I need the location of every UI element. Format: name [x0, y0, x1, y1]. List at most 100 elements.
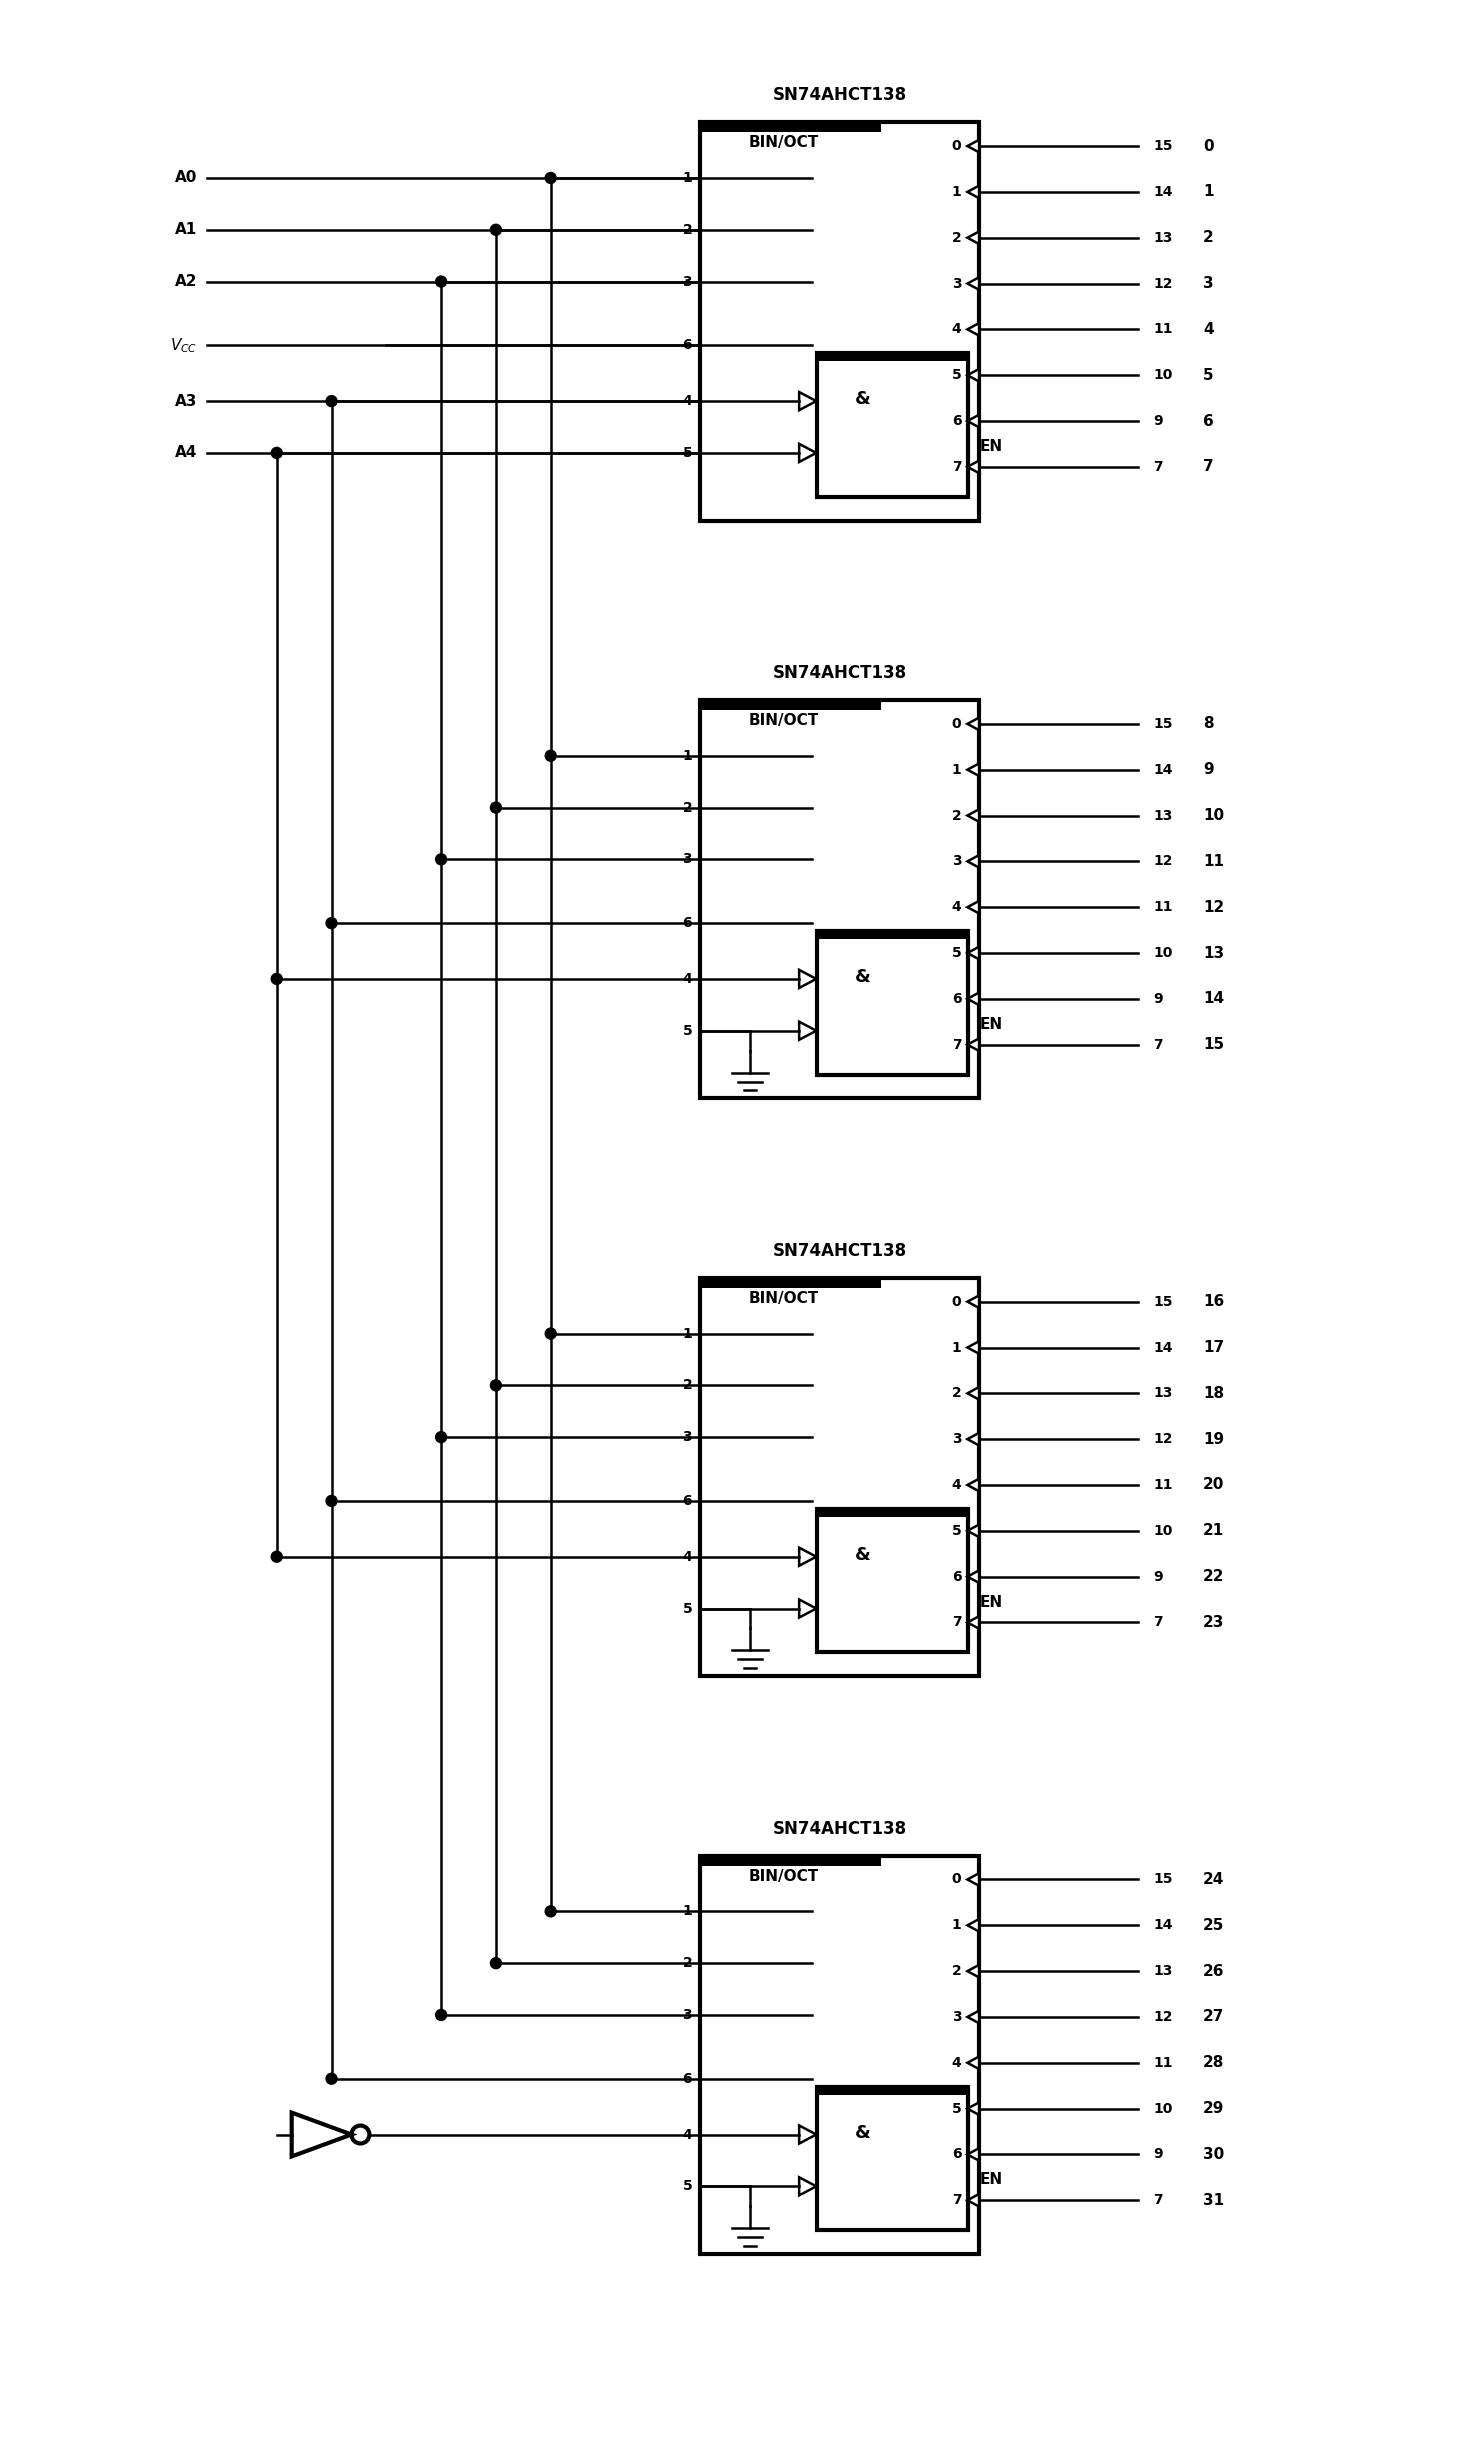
Text: 0: 0	[1203, 139, 1213, 154]
Bar	[700, 1855, 978, 2255]
Text: 7: 7	[1203, 458, 1213, 475]
Bar	[700, 1278, 882, 1287]
Polygon shape	[967, 1039, 978, 1051]
Text: 3: 3	[682, 853, 692, 865]
Text: 6: 6	[1203, 414, 1215, 429]
Bar	[700, 122, 978, 522]
Circle shape	[271, 449, 282, 458]
Text: &: &	[855, 1546, 870, 1563]
Circle shape	[436, 853, 446, 865]
Polygon shape	[967, 717, 978, 729]
Polygon shape	[967, 809, 978, 822]
Polygon shape	[967, 992, 978, 1004]
Polygon shape	[967, 1616, 978, 1629]
Text: 18: 18	[1203, 1385, 1225, 1402]
Text: 2: 2	[682, 800, 692, 814]
Text: 1: 1	[682, 1904, 692, 1919]
Text: 4: 4	[1203, 322, 1213, 336]
Text: 7: 7	[1153, 2194, 1163, 2206]
Text: 7: 7	[952, 1616, 961, 1629]
Text: SN74AHCT138: SN74AHCT138	[773, 1241, 907, 1260]
Text: 6: 6	[952, 992, 961, 1007]
Text: 1: 1	[952, 185, 961, 200]
Polygon shape	[967, 946, 978, 958]
Text: 1: 1	[682, 1326, 692, 1341]
Text: 27: 27	[1203, 2009, 1225, 2024]
Polygon shape	[967, 139, 978, 151]
Text: 25: 25	[1203, 1919, 1225, 1933]
Text: 9: 9	[1203, 763, 1213, 778]
Text: 6: 6	[682, 917, 692, 931]
Polygon shape	[967, 368, 978, 380]
Text: 20: 20	[1203, 1477, 1225, 1492]
Text: 10: 10	[1153, 946, 1172, 961]
Text: 2: 2	[682, 1377, 692, 1392]
Text: 12: 12	[1153, 2009, 1174, 2024]
Polygon shape	[967, 2194, 978, 2206]
Text: 10: 10	[1153, 368, 1172, 383]
Text: EN: EN	[980, 1017, 1003, 1031]
Text: A1: A1	[175, 222, 197, 236]
Text: A3: A3	[175, 393, 197, 410]
Polygon shape	[967, 2148, 978, 2160]
Text: 10: 10	[1203, 807, 1225, 824]
Text: 4: 4	[682, 2128, 692, 2141]
Text: 1: 1	[682, 748, 692, 763]
Bar	[700, 700, 978, 1100]
Bar	[817, 931, 968, 939]
Text: 0: 0	[952, 717, 961, 731]
Text: 11: 11	[1153, 1477, 1174, 1492]
Text: 4: 4	[682, 973, 692, 985]
Circle shape	[546, 1329, 556, 1338]
Polygon shape	[967, 1872, 978, 1885]
Text: 15: 15	[1153, 1872, 1174, 1887]
Text: 21: 21	[1203, 1524, 1225, 1538]
Text: 6: 6	[682, 339, 692, 354]
Text: 13: 13	[1153, 1387, 1172, 1399]
Bar	[817, 354, 968, 497]
Text: SN74AHCT138: SN74AHCT138	[773, 663, 907, 683]
Text: 22: 22	[1203, 1570, 1225, 1585]
Text: EN: EN	[980, 439, 1003, 453]
Text: 13: 13	[1153, 809, 1172, 822]
Text: BIN/OCT: BIN/OCT	[748, 712, 819, 729]
Text: 5: 5	[1203, 368, 1213, 383]
Text: 5: 5	[952, 1524, 961, 1538]
Polygon shape	[967, 1524, 978, 1536]
Text: 11: 11	[1153, 322, 1174, 336]
Text: 9: 9	[1153, 414, 1163, 429]
Text: $V_{CC}$: $V_{CC}$	[170, 336, 197, 354]
Text: &: &	[855, 2123, 870, 2141]
Text: 10: 10	[1153, 1524, 1172, 1538]
Bar	[817, 2087, 968, 2094]
Bar	[700, 700, 882, 709]
Text: 2: 2	[952, 1965, 961, 1977]
Text: 30: 30	[1203, 2148, 1225, 2163]
Text: 24: 24	[1203, 1872, 1225, 1887]
Text: 6: 6	[952, 414, 961, 429]
Text: 5: 5	[682, 1602, 692, 1616]
Polygon shape	[967, 278, 978, 290]
Polygon shape	[967, 324, 978, 336]
Polygon shape	[967, 1570, 978, 1582]
Text: 5: 5	[952, 946, 961, 961]
Text: 2: 2	[952, 809, 961, 822]
Text: 14: 14	[1153, 763, 1174, 778]
Circle shape	[436, 1431, 446, 1443]
Polygon shape	[967, 763, 978, 775]
Text: SN74AHCT138: SN74AHCT138	[773, 85, 907, 105]
Text: 2: 2	[952, 232, 961, 244]
Text: 23: 23	[1203, 1614, 1225, 1631]
Polygon shape	[967, 461, 978, 473]
Text: 1: 1	[952, 1341, 961, 1356]
Text: 0: 0	[952, 1872, 961, 1887]
Circle shape	[436, 275, 446, 288]
Circle shape	[490, 1958, 502, 1967]
Text: 28: 28	[1203, 2055, 1225, 2070]
Text: 11: 11	[1153, 900, 1174, 914]
Text: 16: 16	[1203, 1295, 1225, 1309]
Polygon shape	[967, 856, 978, 868]
Text: 11: 11	[1203, 853, 1225, 868]
Bar	[817, 1509, 968, 1653]
Text: 11: 11	[1153, 2055, 1174, 2070]
